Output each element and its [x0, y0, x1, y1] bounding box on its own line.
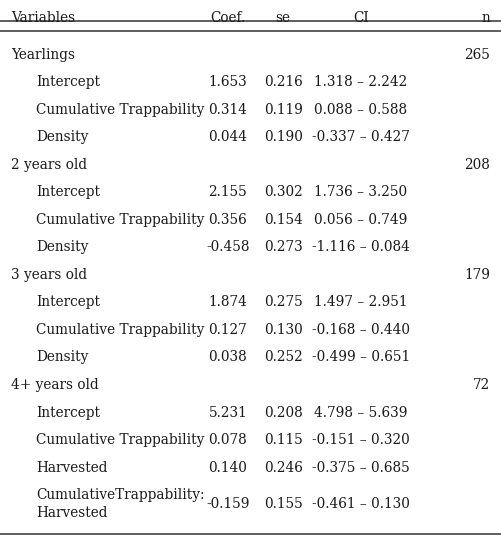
- Text: Density: Density: [36, 240, 89, 254]
- Text: -0.151 – 0.320: -0.151 – 0.320: [312, 433, 410, 447]
- Text: 0.356: 0.356: [208, 213, 247, 227]
- Text: 0.119: 0.119: [264, 103, 303, 117]
- Text: 0.044: 0.044: [208, 130, 247, 144]
- Text: 208: 208: [464, 158, 490, 172]
- Text: -0.375 – 0.685: -0.375 – 0.685: [312, 461, 410, 475]
- Text: 1.497 – 2.951: 1.497 – 2.951: [314, 295, 407, 309]
- Text: 2 years old: 2 years old: [11, 158, 87, 172]
- Text: Variables: Variables: [11, 11, 75, 25]
- Text: Harvested: Harvested: [36, 461, 108, 475]
- Text: Density: Density: [36, 130, 89, 144]
- Text: 1.318 – 2.242: 1.318 – 2.242: [314, 75, 407, 89]
- Text: Cumulative Trappability: Cumulative Trappability: [36, 103, 204, 117]
- Text: 179: 179: [464, 268, 490, 282]
- Text: se: se: [276, 11, 291, 25]
- Text: 0.273: 0.273: [264, 240, 303, 254]
- Text: 0.314: 0.314: [208, 103, 247, 117]
- Text: 0.056 – 0.749: 0.056 – 0.749: [314, 213, 407, 227]
- Text: 0.078: 0.078: [208, 433, 247, 447]
- Text: 1.874: 1.874: [208, 295, 247, 309]
- Text: Cumulative Trappability: Cumulative Trappability: [36, 213, 204, 227]
- Text: -0.168 – 0.440: -0.168 – 0.440: [312, 323, 410, 337]
- Text: 0.127: 0.127: [208, 323, 247, 337]
- Text: 0.252: 0.252: [264, 350, 303, 365]
- Text: 0.246: 0.246: [264, 461, 303, 475]
- Text: 0.208: 0.208: [264, 406, 303, 420]
- Text: 0.190: 0.190: [264, 130, 303, 144]
- Text: 1.653: 1.653: [208, 75, 247, 89]
- Text: 0.302: 0.302: [264, 185, 303, 199]
- Text: Yearlings: Yearlings: [11, 48, 75, 62]
- Text: 1.736 – 3.250: 1.736 – 3.250: [314, 185, 407, 199]
- Text: Intercept: Intercept: [36, 295, 100, 309]
- Text: 0.088 – 0.588: 0.088 – 0.588: [314, 103, 407, 117]
- Text: 0.275: 0.275: [264, 295, 303, 309]
- Text: 5.231: 5.231: [208, 406, 247, 420]
- Text: -0.458: -0.458: [206, 240, 249, 254]
- Text: 2.155: 2.155: [208, 185, 247, 199]
- Text: -1.116 – 0.084: -1.116 – 0.084: [312, 240, 410, 254]
- Text: 265: 265: [464, 48, 490, 62]
- Text: 0.115: 0.115: [264, 433, 303, 447]
- Text: 3 years old: 3 years old: [11, 268, 87, 282]
- Text: 4.798 – 5.639: 4.798 – 5.639: [314, 406, 407, 420]
- Text: 0.155: 0.155: [264, 497, 303, 511]
- Text: Intercept: Intercept: [36, 406, 100, 420]
- Text: Coef.: Coef.: [210, 11, 245, 25]
- Text: CumulativeTrappability:: CumulativeTrappability:: [36, 488, 204, 502]
- Text: 0.130: 0.130: [264, 323, 303, 337]
- Text: 4+ years old: 4+ years old: [11, 378, 99, 392]
- Text: n: n: [481, 11, 490, 25]
- Text: 72: 72: [473, 378, 490, 392]
- Text: Harvested: Harvested: [36, 506, 108, 520]
- Text: 0.154: 0.154: [264, 213, 303, 227]
- Text: CI: CI: [353, 11, 369, 25]
- Text: Cumulative Trappability: Cumulative Trappability: [36, 433, 204, 447]
- Text: Intercept: Intercept: [36, 185, 100, 199]
- Text: -0.337 – 0.427: -0.337 – 0.427: [312, 130, 410, 144]
- Text: 0.140: 0.140: [208, 461, 247, 475]
- Text: Density: Density: [36, 350, 89, 365]
- Text: -0.461 – 0.130: -0.461 – 0.130: [312, 497, 410, 511]
- Text: Cumulative Trappability: Cumulative Trappability: [36, 323, 204, 337]
- Text: -0.499 – 0.651: -0.499 – 0.651: [312, 350, 410, 365]
- Text: 0.216: 0.216: [264, 75, 303, 89]
- Text: 0.038: 0.038: [208, 350, 247, 365]
- Text: Intercept: Intercept: [36, 75, 100, 89]
- Text: -0.159: -0.159: [206, 497, 249, 511]
